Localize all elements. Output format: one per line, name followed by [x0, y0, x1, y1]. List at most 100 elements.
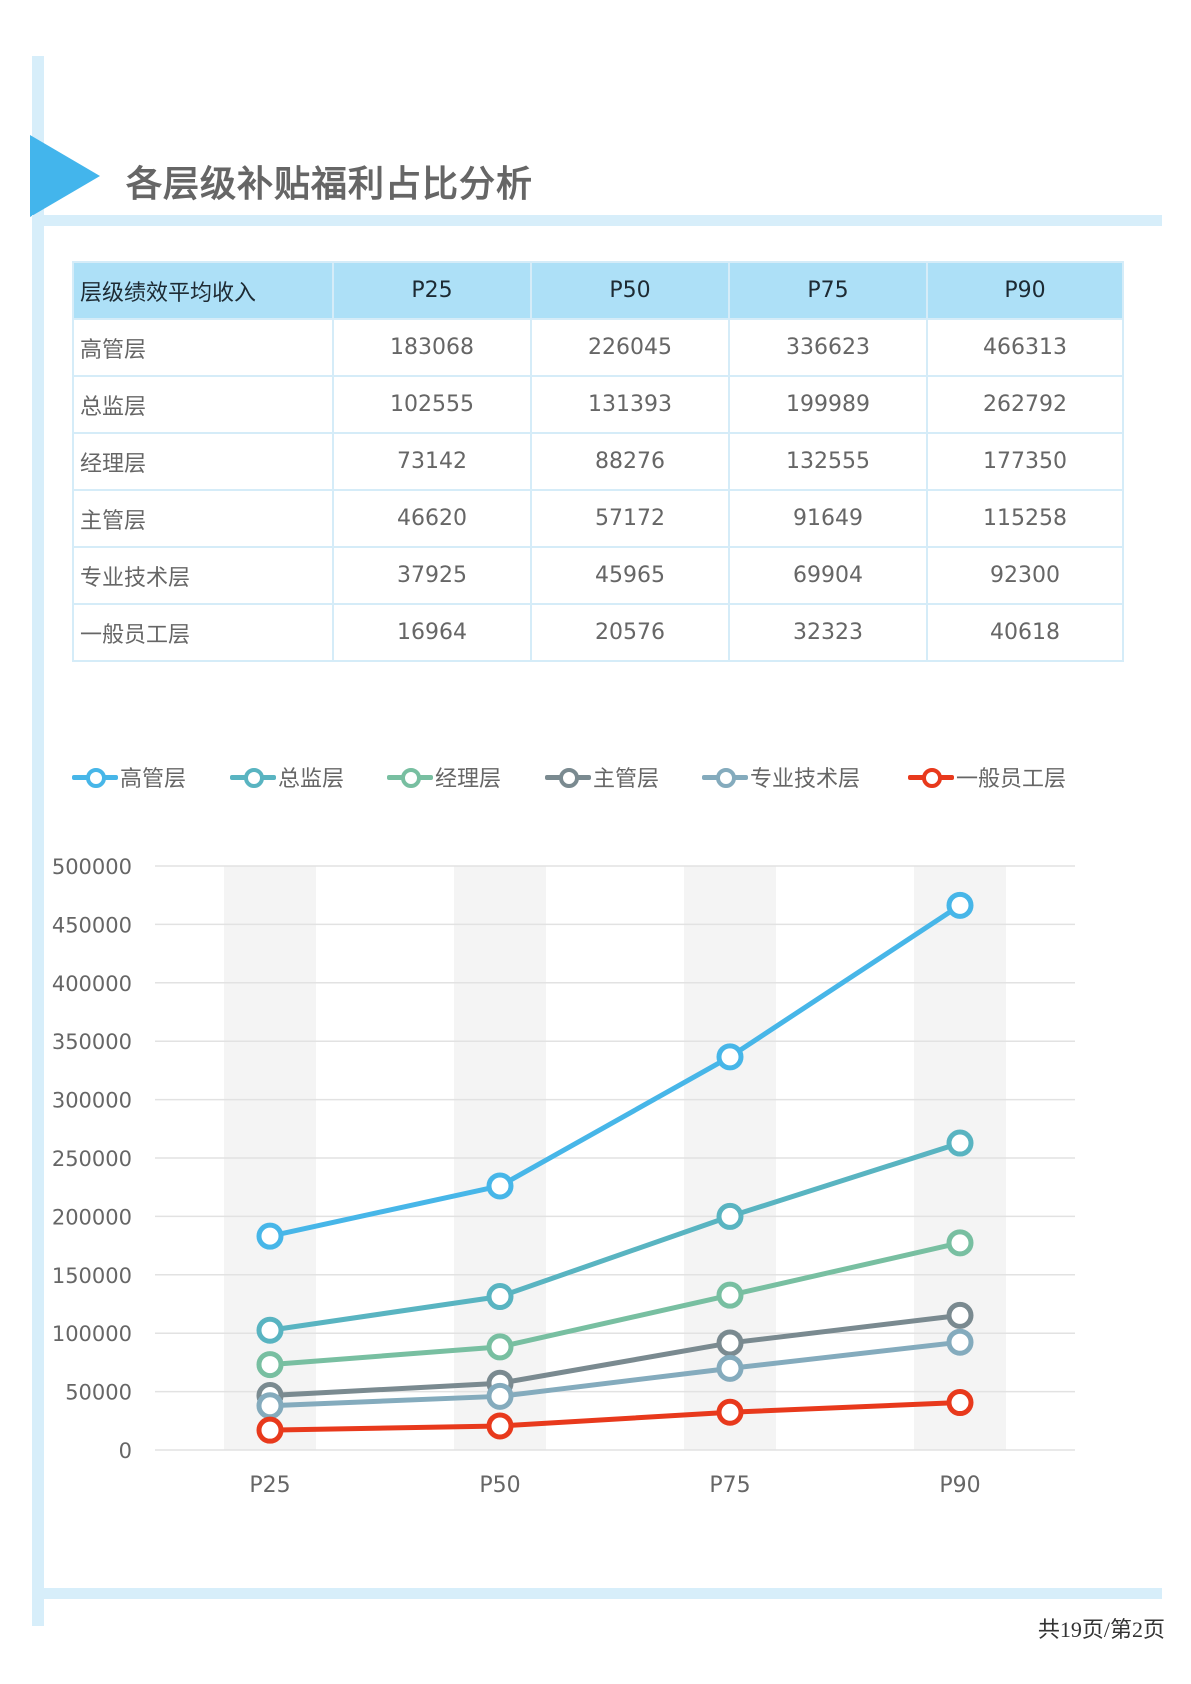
legend-item: 主管层 [545, 760, 659, 794]
legend-label: 总监层 [278, 767, 345, 792]
table-cell: 92300 [926, 546, 1124, 605]
data-point [716, 1354, 744, 1382]
table-cell: 183068 [332, 318, 532, 377]
y-tick-label: 150000 [52, 1264, 132, 1288]
page-number: 共19页/第2页 [1037, 1617, 1165, 1642]
y-tick-label: 100000 [52, 1322, 132, 1346]
table-cell: 199989 [728, 375, 928, 434]
y-tick-label: 250000 [52, 1147, 132, 1171]
data-point [486, 1412, 514, 1440]
table-cell: 226045 [530, 318, 730, 377]
data-point [946, 1328, 974, 1356]
legend-label: 经理层 [435, 767, 502, 792]
legend-marker-icon [702, 767, 748, 788]
table-row-label: 高管层 [72, 318, 334, 377]
data-point [946, 1301, 974, 1329]
bottom-divider [32, 1588, 1162, 1599]
y-tick-label: 50000 [65, 1381, 132, 1405]
data-point [486, 1283, 514, 1311]
table-cell: 46620 [332, 489, 532, 548]
data-point [256, 1416, 284, 1444]
table-cell: 262792 [926, 375, 1124, 434]
legend-marker-icon [908, 767, 954, 788]
table-cell: 177350 [926, 432, 1124, 491]
income-table: 层级绩效平均收入 P25 P50 P75 P90 高管层 183068 2260… [72, 261, 1124, 662]
table-row: 专业技术层 37925 45965 69904 92300 [72, 546, 1124, 605]
legend-item: 专业技术层 [702, 760, 860, 794]
table-cell: 102555 [332, 375, 532, 434]
legend-label: 专业技术层 [750, 767, 861, 792]
table-cell: 32323 [728, 603, 928, 662]
legend-item: 经理层 [387, 760, 501, 794]
data-point [256, 1222, 284, 1250]
y-tick-label: 350000 [52, 1030, 132, 1054]
y-tick-label: 300000 [52, 1089, 132, 1113]
x-tick-label: P25 [249, 1473, 290, 1498]
series-line [269, 1312, 961, 1399]
table-header-cell: P25 [332, 261, 532, 320]
y-tick-label: 450000 [52, 913, 132, 937]
table-row: 主管层 46620 57172 91649 115258 [72, 489, 1124, 548]
table-row: 经理层 73142 88276 132555 177350 [72, 432, 1124, 491]
y-tick-label: 200000 [52, 1205, 132, 1229]
series-line [269, 1140, 961, 1333]
table-cell: 20576 [530, 603, 730, 662]
data-point [716, 1329, 744, 1357]
table-cell: 69904 [728, 546, 928, 605]
data-point [486, 1333, 514, 1361]
data-point [256, 1392, 284, 1420]
table-cell: 57172 [530, 489, 730, 548]
table-header-row: 层级绩效平均收入 P25 P50 P75 P90 [72, 261, 1124, 320]
left-decor-bar [32, 56, 44, 1626]
legend-item: 总监层 [230, 760, 344, 794]
data-point [946, 1129, 974, 1157]
top-divider [32, 215, 1162, 226]
table-cell: 73142 [332, 432, 532, 491]
data-point [946, 891, 974, 919]
data-point [256, 1316, 284, 1344]
table-cell: 88276 [530, 432, 730, 491]
table-header-cell: P75 [728, 261, 928, 320]
series-line [269, 1400, 961, 1433]
y-tick-label: 0 [119, 1439, 132, 1463]
legend-label: 一般员工层 [956, 767, 1067, 792]
data-point [486, 1172, 514, 1200]
table-header-cell: 层级绩效平均收入 [72, 261, 334, 320]
legend-item: 高管层 [72, 760, 186, 794]
table-header-cell: P90 [926, 261, 1124, 320]
page-title: 各层级补贴福利占比分析 [126, 164, 534, 205]
y-tick-label: 500000 [52, 855, 132, 879]
table-header-cell: P50 [530, 261, 730, 320]
legend-marker-icon [387, 767, 433, 788]
table-cell: 37925 [332, 546, 532, 605]
data-point [946, 1229, 974, 1257]
legend-item: 一般员工层 [908, 760, 1066, 794]
table-cell: 40618 [926, 603, 1124, 662]
table-cell: 16964 [332, 603, 532, 662]
data-point [716, 1202, 744, 1230]
table-cell: 115258 [926, 489, 1124, 548]
table-row-label: 一般员工层 [72, 603, 334, 662]
table-row-label: 主管层 [72, 489, 334, 548]
table-row: 总监层 102555 131393 199989 262792 [72, 375, 1124, 434]
series-line [269, 903, 962, 1239]
data-point [256, 1351, 284, 1379]
table-row-label: 经理层 [72, 432, 334, 491]
x-tick-label: P50 [479, 1473, 520, 1498]
data-point [716, 1043, 744, 1071]
table-cell: 336623 [728, 318, 928, 377]
legend-label: 高管层 [120, 767, 187, 792]
data-point [716, 1281, 744, 1309]
table-row: 高管层 183068 226045 336623 466313 [72, 318, 1124, 377]
table-cell: 91649 [728, 489, 928, 548]
table-cell: 132555 [728, 432, 928, 491]
series-line [269, 1240, 961, 1368]
table-row-label: 总监层 [72, 375, 334, 434]
x-tick-label: P90 [939, 1473, 980, 1498]
table-row: 一般员工层 16964 20576 32323 40618 [72, 603, 1124, 662]
table-cell: 131393 [530, 375, 730, 434]
legend-label: 主管层 [593, 767, 660, 792]
table-cell: 466313 [926, 318, 1124, 377]
table-row-label: 专业技术层 [72, 546, 334, 605]
line-chart: 0 50000 100000 150000 200000 250000 300000 3500… [52, 855, 1075, 1498]
